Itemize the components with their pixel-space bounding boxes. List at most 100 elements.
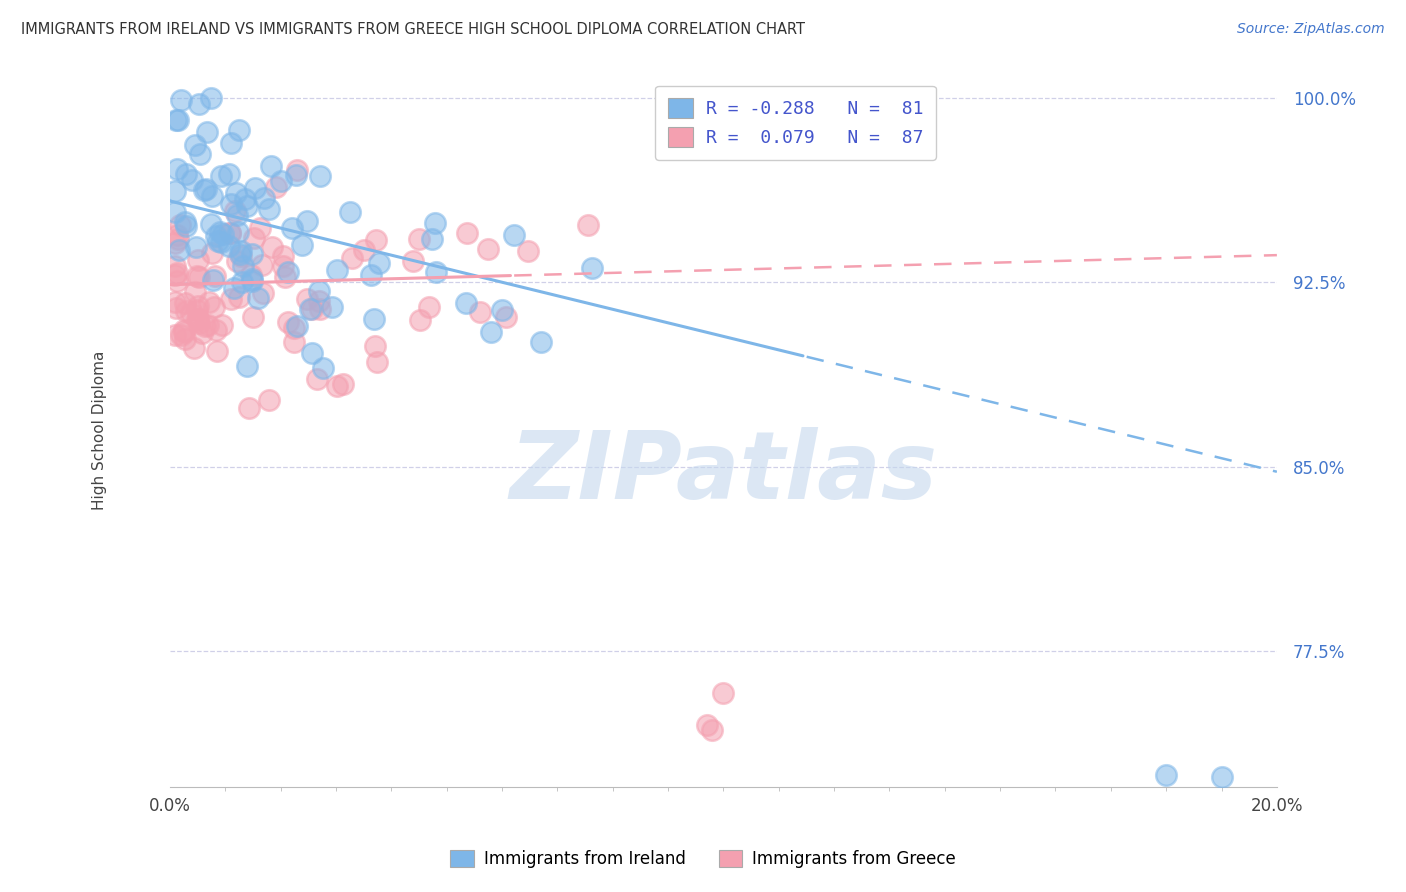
Y-axis label: High School Diploma: High School Diploma <box>93 351 107 509</box>
Point <box>165 327 187 342</box>
Point <box>360 268 382 283</box>
Point <box>409 312 432 326</box>
Point <box>174 167 197 181</box>
Point <box>167 113 190 128</box>
Point <box>174 332 197 346</box>
Point <box>165 205 187 219</box>
Point <box>342 251 364 265</box>
Point <box>187 270 209 285</box>
Point <box>165 259 187 273</box>
Point <box>425 265 447 279</box>
Point <box>242 310 264 325</box>
Point <box>364 339 387 353</box>
Point <box>219 226 242 240</box>
Point <box>284 169 307 183</box>
Point <box>184 137 207 152</box>
Point <box>253 191 276 205</box>
Point <box>211 318 233 332</box>
Point <box>188 147 211 161</box>
Point <box>299 302 322 317</box>
Point <box>366 355 388 369</box>
Point <box>205 229 228 244</box>
Point <box>238 401 260 416</box>
Point <box>174 215 197 229</box>
Point <box>252 258 274 272</box>
Point <box>468 305 491 319</box>
Point <box>262 240 284 254</box>
Point <box>266 180 288 194</box>
Point <box>425 216 447 230</box>
Point <box>200 189 222 203</box>
Point <box>194 318 217 333</box>
Point <box>186 303 208 318</box>
Point <box>167 243 190 257</box>
Point <box>173 323 195 337</box>
Point <box>219 292 242 306</box>
Text: ZIPatlas: ZIPatlas <box>509 426 938 519</box>
Point <box>308 294 330 309</box>
Point <box>229 249 252 263</box>
Point <box>295 214 318 228</box>
Point <box>169 93 191 107</box>
Point <box>184 285 207 300</box>
Point <box>332 377 354 392</box>
Point <box>281 220 304 235</box>
Point <box>696 718 718 732</box>
Point <box>301 346 323 360</box>
Point <box>283 334 305 349</box>
Point <box>235 199 257 213</box>
Point <box>166 275 188 289</box>
Point <box>165 235 187 250</box>
Point <box>191 326 214 341</box>
Point <box>228 290 250 304</box>
Point <box>169 219 191 233</box>
Point <box>187 252 209 267</box>
Point <box>257 393 280 408</box>
Point <box>166 266 188 280</box>
Point <box>285 318 308 333</box>
Point <box>477 242 499 256</box>
Point <box>252 286 274 301</box>
Point <box>226 225 249 239</box>
Point <box>326 378 349 392</box>
Point <box>581 260 603 275</box>
Point <box>326 262 349 277</box>
Point <box>205 323 228 337</box>
Point <box>166 161 188 176</box>
Point <box>277 315 299 329</box>
Point <box>402 254 425 268</box>
Point <box>219 226 242 240</box>
Point <box>321 300 343 314</box>
Point <box>193 183 215 197</box>
Point <box>274 270 297 285</box>
Point <box>260 159 283 173</box>
Point <box>212 227 235 242</box>
Point <box>186 312 208 326</box>
Point <box>187 312 209 326</box>
Point <box>207 343 229 358</box>
Point <box>209 235 232 250</box>
Point <box>353 243 375 257</box>
Point <box>165 294 187 309</box>
Point <box>187 97 209 112</box>
Point <box>308 284 330 298</box>
Point <box>702 723 724 738</box>
Point <box>224 203 246 218</box>
Point <box>186 268 208 283</box>
Point <box>173 295 195 310</box>
Point <box>240 271 263 285</box>
Point <box>233 192 256 206</box>
Point <box>200 90 222 104</box>
Text: Source: ZipAtlas.com: Source: ZipAtlas.com <box>1237 22 1385 37</box>
Point <box>200 217 222 231</box>
Point <box>456 296 478 310</box>
Point <box>180 173 202 187</box>
Point <box>232 260 254 274</box>
Point <box>495 310 517 324</box>
Point <box>273 259 295 273</box>
Point <box>236 359 259 373</box>
Point <box>1211 770 1233 784</box>
Point <box>308 169 330 184</box>
Point <box>188 316 211 330</box>
Point <box>456 226 478 240</box>
